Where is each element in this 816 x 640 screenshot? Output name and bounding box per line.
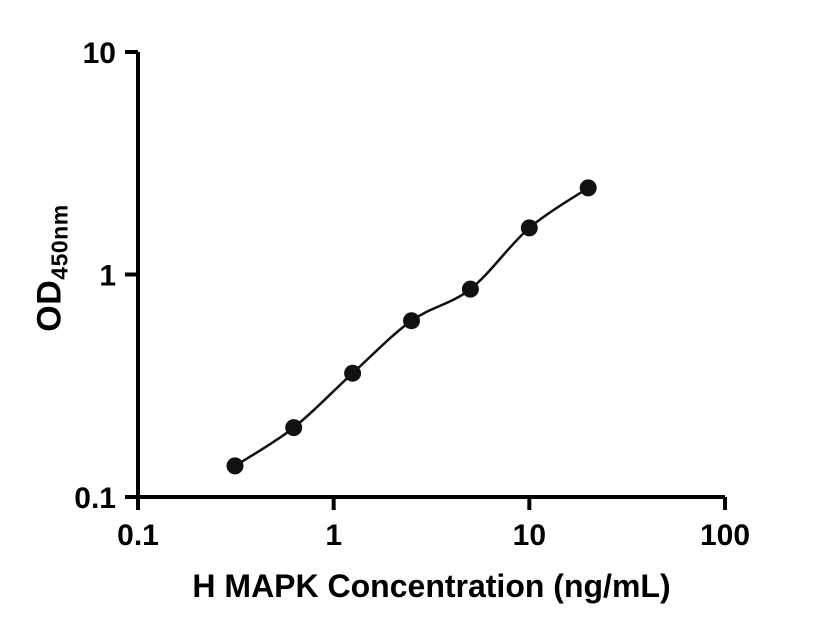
- data-point: [344, 364, 362, 382]
- data-point: [403, 312, 420, 330]
- x-axis-tick-label: 10: [513, 519, 546, 552]
- y-axis-title-main: OD: [30, 279, 69, 332]
- data-point: [461, 280, 479, 298]
- x-axis-title: H MAPK Concentration (ng/mL): [192, 568, 671, 604]
- y-axis-tick-label: 1: [99, 260, 116, 293]
- data-point: [226, 457, 244, 475]
- data-point: [285, 419, 303, 437]
- data-point: [579, 179, 597, 197]
- y-axis-title-subscript: 450nm: [46, 204, 73, 280]
- y-axis-tick-label: 10: [83, 37, 116, 70]
- x-axis-tick-label: 100: [700, 519, 750, 552]
- x-axis-tick-label: 1: [325, 519, 342, 552]
- data-point: [520, 219, 538, 237]
- y-axis-tick-label: 0.1: [74, 482, 116, 515]
- x-axis-tick-label: 0.1: [117, 519, 159, 552]
- y-axis-title: OD450nm: [31, 204, 74, 331]
